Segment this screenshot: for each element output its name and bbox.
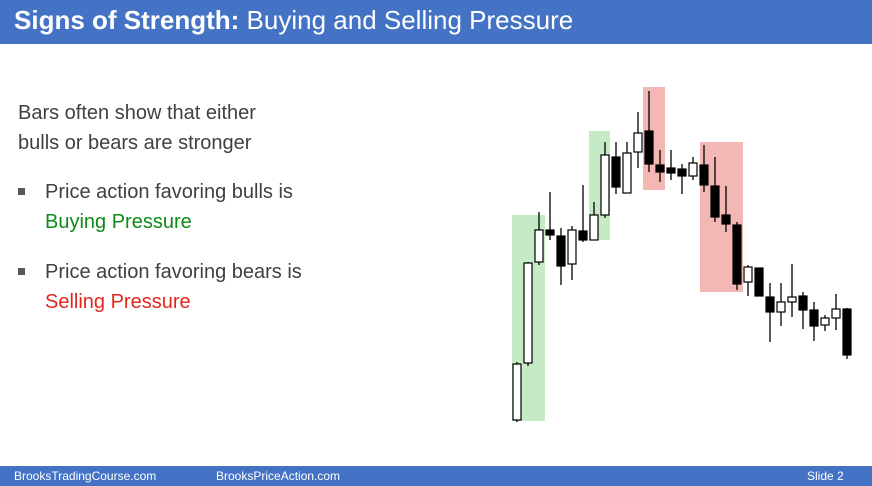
candle-body — [743, 266, 753, 283]
bullet-selling-text: Price action favoring bears is — [45, 261, 302, 283]
candle — [622, 142, 632, 194]
slide-title: Signs of Strength: Buying and Selling Pr… — [14, 5, 573, 36]
candle — [644, 91, 654, 172]
footer-link-brookstradingcourse[interactable]: BrooksTradingCourse.com — [14, 469, 157, 483]
candle-body — [633, 132, 643, 153]
candle — [677, 164, 687, 194]
candle-body — [776, 301, 786, 313]
candle-body — [644, 130, 654, 165]
candle — [567, 226, 577, 280]
candle — [578, 185, 588, 242]
candle-body — [655, 164, 665, 173]
candle — [798, 292, 808, 329]
candle — [655, 150, 665, 182]
title-bar: Signs of Strength: Buying and Selling Pr… — [0, 0, 872, 44]
candle-body — [534, 229, 544, 263]
candle — [666, 150, 676, 180]
candle-body — [589, 214, 599, 241]
candle — [512, 362, 522, 422]
candle-body — [798, 295, 808, 311]
candle — [820, 315, 830, 331]
candle-body — [699, 164, 709, 186]
title-rest-part: Buying and Selling Pressure — [239, 5, 574, 35]
selling-pressure-label: Selling Pressure — [45, 291, 191, 313]
candle — [545, 192, 555, 240]
candle — [842, 308, 852, 359]
candle-body — [611, 156, 621, 188]
candle-body — [765, 296, 775, 313]
candle — [765, 283, 775, 342]
candle — [743, 265, 753, 296]
candle-body — [754, 267, 764, 297]
slide-number: Slide 2 — [807, 469, 844, 483]
candle-body — [666, 167, 676, 174]
candle-body — [721, 214, 731, 225]
candlestick-chart — [512, 87, 852, 422]
candle — [534, 212, 544, 265]
candle-body — [567, 229, 577, 265]
candle — [611, 142, 621, 194]
candle-body — [842, 308, 852, 356]
candle-body — [556, 235, 566, 267]
candle-body — [787, 296, 797, 303]
candle-body — [688, 162, 698, 177]
candle-body — [809, 309, 819, 327]
candle — [710, 157, 720, 222]
candle-body — [622, 152, 632, 194]
candle-body — [578, 230, 588, 241]
candle — [600, 142, 610, 218]
footer-link-brookspriceaction[interactable]: BrooksPriceAction.com — [216, 469, 341, 483]
candle — [688, 157, 698, 180]
candle — [776, 283, 786, 326]
candle — [556, 228, 566, 285]
title-bold-part: Signs of Strength: — [14, 5, 240, 35]
candle-body — [523, 262, 533, 364]
candle-body — [512, 363, 522, 421]
bullet-buying-text: Price action favoring bulls is — [45, 181, 293, 203]
candle — [732, 222, 742, 290]
intro-line-1: Bars often show that either — [18, 102, 256, 124]
candle — [809, 302, 819, 341]
candle-body — [820, 317, 830, 326]
bullet-square-icon — [18, 188, 25, 195]
candle — [721, 186, 731, 232]
candle-body — [732, 224, 742, 285]
candle — [633, 112, 643, 168]
candle — [831, 294, 841, 330]
candle-body — [600, 154, 610, 216]
candle-body — [710, 185, 720, 218]
candle-body — [831, 308, 841, 319]
candle — [754, 267, 764, 297]
candle — [787, 264, 797, 317]
candle-body — [545, 229, 555, 236]
candle — [699, 145, 709, 192]
bullet-square-icon — [18, 268, 25, 275]
candle-body — [677, 168, 687, 177]
candle — [589, 202, 599, 241]
buying-pressure-label: Buying Pressure — [45, 211, 192, 233]
footer-bar: BrooksTradingCourse.com BrooksPriceActio… — [0, 466, 872, 486]
intro-line-2: bulls or bears are stronger — [18, 132, 252, 154]
intro-text: Bars often show that either bulls or bea… — [18, 98, 256, 158]
candle — [523, 262, 533, 366]
